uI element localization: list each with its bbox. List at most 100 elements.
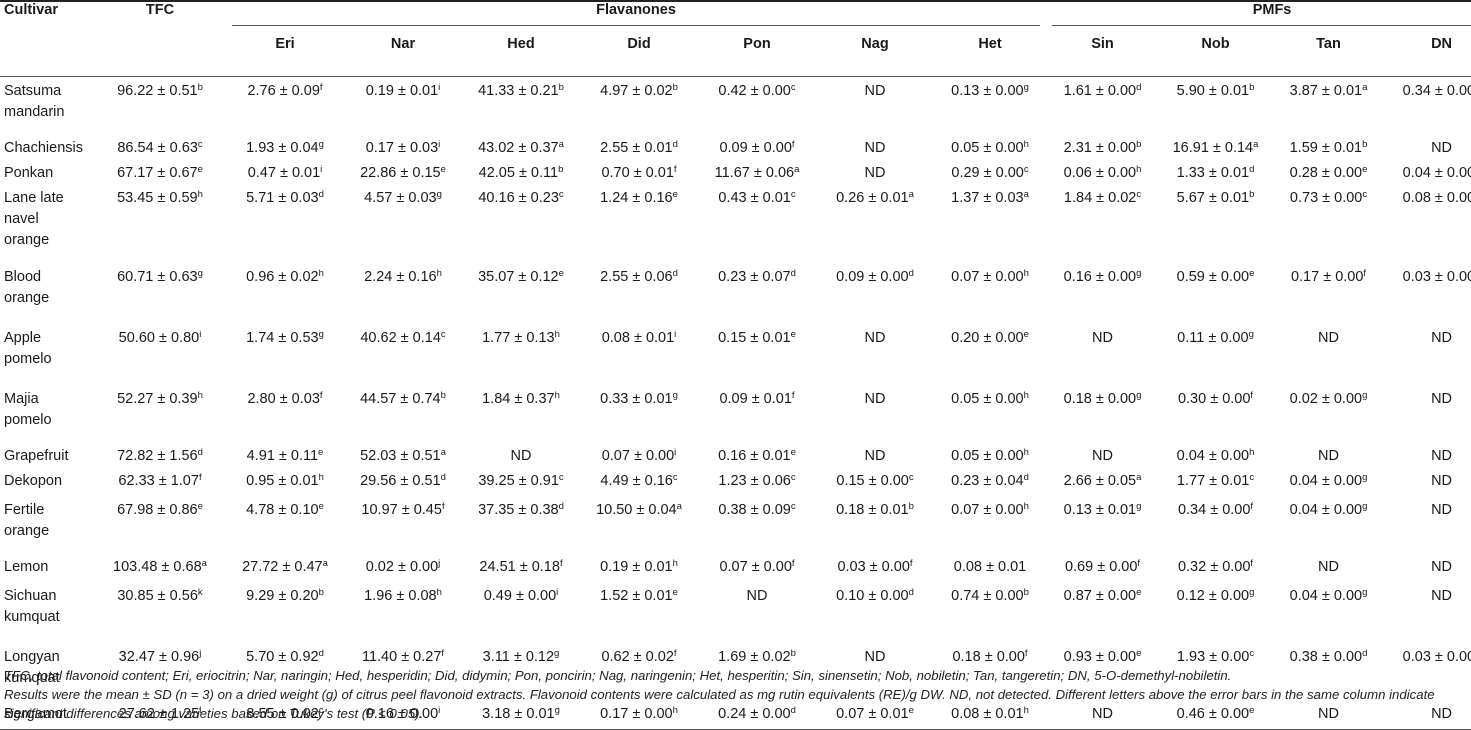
- significance-letter: g: [1249, 587, 1255, 598]
- value-cell: 0.74 ± 0.00b: [934, 582, 1046, 643]
- cell-value: ND: [864, 83, 886, 99]
- significance-letter: h: [1023, 705, 1029, 716]
- cultivar-name: Chachiensis: [0, 138, 94, 163]
- value-cell: 1.77 ± 0.13h: [462, 324, 580, 385]
- value-cell: 103.48 ± 0.68a: [94, 557, 226, 582]
- cell-value: 2.55 ± 0.06: [600, 269, 673, 285]
- significance-letter: h: [318, 472, 324, 483]
- cultivar-name: Ponkan: [0, 163, 94, 188]
- significance-letter: f: [441, 501, 445, 512]
- value-cell: 35.07 ± 0.12e: [462, 263, 580, 324]
- value-cell: 0.16 ± 0.00i: [344, 704, 462, 730]
- cell-value: 0.09 ± 0.01: [719, 391, 792, 407]
- significance-letter: h: [1023, 447, 1029, 458]
- cell-value: ND: [1431, 140, 1453, 156]
- value-cell: 0.70 ± 0.01f: [580, 163, 698, 188]
- value-cell: 4.57 ± 0.03g: [344, 188, 462, 263]
- significance-letter: e: [790, 447, 796, 458]
- significance-letter: f: [673, 164, 677, 175]
- cell-value: ND: [1318, 330, 1339, 346]
- value-cell: ND: [816, 446, 934, 471]
- header-pmfs: PMFs: [1046, 1, 1471, 36]
- cell-value: ND: [1431, 330, 1453, 346]
- value-cell: 32.47 ± 0.96j: [94, 643, 226, 704]
- significance-letter: a: [1253, 139, 1259, 150]
- significance-letter: e: [440, 164, 446, 175]
- cell-value: 0.17 ± 0.00: [1290, 269, 1364, 285]
- value-cell: 16.91 ± 0.14a: [1159, 138, 1272, 163]
- cell-value: 0.03 ± 0.00: [837, 559, 910, 575]
- cell-value: 0.70 ± 0.01: [601, 165, 674, 181]
- significance-letter: e: [790, 329, 796, 340]
- value-cell: 2.24 ± 0.16h: [344, 263, 462, 324]
- cell-value: 50.60 ± 0.80: [118, 330, 200, 346]
- value-cell: 1.24 ± 0.16e: [580, 188, 698, 263]
- footnote-abbreviations: TFC, total flavonoid content; Eri, erioc…: [4, 668, 1232, 683]
- significance-letter: e: [197, 164, 203, 175]
- significance-letter: h: [672, 705, 678, 716]
- value-cell: 2.55 ± 0.01d: [580, 138, 698, 163]
- significance-letter: e: [1249, 268, 1255, 279]
- significance-letter: g: [672, 390, 678, 401]
- flavanones-label: Flavanones: [232, 2, 1041, 26]
- value-cell: 0.17 ± 0.03i: [344, 138, 462, 163]
- cultivar-name-line: orange: [4, 523, 50, 539]
- value-cell: 1.77 ± 0.01c: [1159, 471, 1272, 496]
- cell-value: 1.37 ± 0.03: [951, 190, 1024, 206]
- value-cell: 11.40 ± 0.27f: [344, 643, 462, 704]
- value-cell: ND: [1272, 557, 1385, 582]
- significance-letter: j: [438, 558, 441, 569]
- value-cell: 4.49 ± 0.16c: [580, 471, 698, 496]
- subheader-sin: Sin: [1046, 36, 1160, 77]
- cell-value: 0.32 ± 0.00: [1177, 559, 1251, 575]
- value-cell: 0.06 ± 0.00h: [1046, 163, 1159, 188]
- value-cell: 0.04 ± 0.00g: [1272, 582, 1385, 643]
- cell-value: 0.19 ± 0.01: [365, 83, 439, 99]
- value-cell: 0.38 ± 0.00d: [1272, 643, 1385, 704]
- cell-value: ND: [864, 391, 886, 407]
- table-footnotes: TFC, total flavonoid content; Eri, erioc…: [4, 666, 1466, 723]
- cultivar-name-line: Longyan: [4, 649, 60, 665]
- value-cell: 62.33 ± 1.07f: [94, 471, 226, 496]
- value-cell: 0.04 ± 0.00g: [1272, 471, 1385, 496]
- value-cell: 3.11 ± 0.12g: [462, 643, 580, 704]
- cell-value: 0.43 ± 0.01: [718, 190, 791, 206]
- cell-value: 0.16 ± 0.01: [718, 448, 791, 464]
- cell-value: 1.59 ± 0.01: [1289, 140, 1363, 156]
- cell-value: 0.08 ± 0.01: [953, 559, 1027, 575]
- cell-value: 0.08 ± 0.00: [1402, 190, 1471, 206]
- value-cell: ND: [816, 643, 934, 704]
- cell-value: 0.07 ± 0.00: [601, 448, 675, 464]
- cell-value: ND: [864, 448, 886, 464]
- value-cell: 2.80 ± 0.03f: [226, 385, 344, 446]
- value-cell: 39.25 ± 0.91c: [462, 471, 580, 496]
- footnote-methods: Results were the mean ± SD (n = 3) on a …: [4, 687, 1435, 721]
- significance-letter: e: [197, 501, 203, 512]
- value-cell: 1.33 ± 0.01d: [1159, 163, 1272, 188]
- cell-value: 1.69 ± 0.02: [718, 649, 791, 665]
- cell-value: 5.71 ± 0.03: [246, 190, 319, 206]
- significance-letter: e: [558, 268, 564, 279]
- significance-letter: h: [197, 390, 203, 401]
- value-cell: ND: [816, 163, 934, 188]
- significance-letter: a: [1023, 189, 1029, 200]
- cell-value: 1.61 ± 0.00: [1063, 83, 1137, 99]
- value-cell: 8.55 ± 0.02c: [226, 704, 344, 730]
- cultivar-name: Apple pomelo: [0, 324, 94, 385]
- cultivar-name-line: mandarin: [4, 104, 65, 120]
- subheader-empty: [0, 36, 94, 77]
- value-cell: 53.45 ± 0.59h: [94, 188, 226, 263]
- value-cell: ND: [1385, 446, 1471, 471]
- cell-value: 67.17 ± 0.67: [117, 165, 198, 181]
- significance-letter: c: [790, 189, 796, 200]
- table-row: Grapefruit 72.82 ± 1.56d 4.91 ± 0.11e 52.03…: [0, 446, 1471, 471]
- value-cell: 1.84 ± 0.37h: [462, 385, 580, 446]
- subheader-nar: Nar: [344, 36, 462, 77]
- value-cell: 0.18 ± 0.00g: [1046, 385, 1159, 446]
- cell-value: 1.23 ± 0.06: [718, 473, 791, 489]
- cell-value: 0.95 ± 0.01: [246, 473, 319, 489]
- cell-value: ND: [1092, 706, 1113, 722]
- significance-letter: g: [318, 139, 324, 150]
- significance-letter: c: [672, 472, 678, 483]
- cell-value: 0.04 ± 0.00: [1402, 165, 1471, 181]
